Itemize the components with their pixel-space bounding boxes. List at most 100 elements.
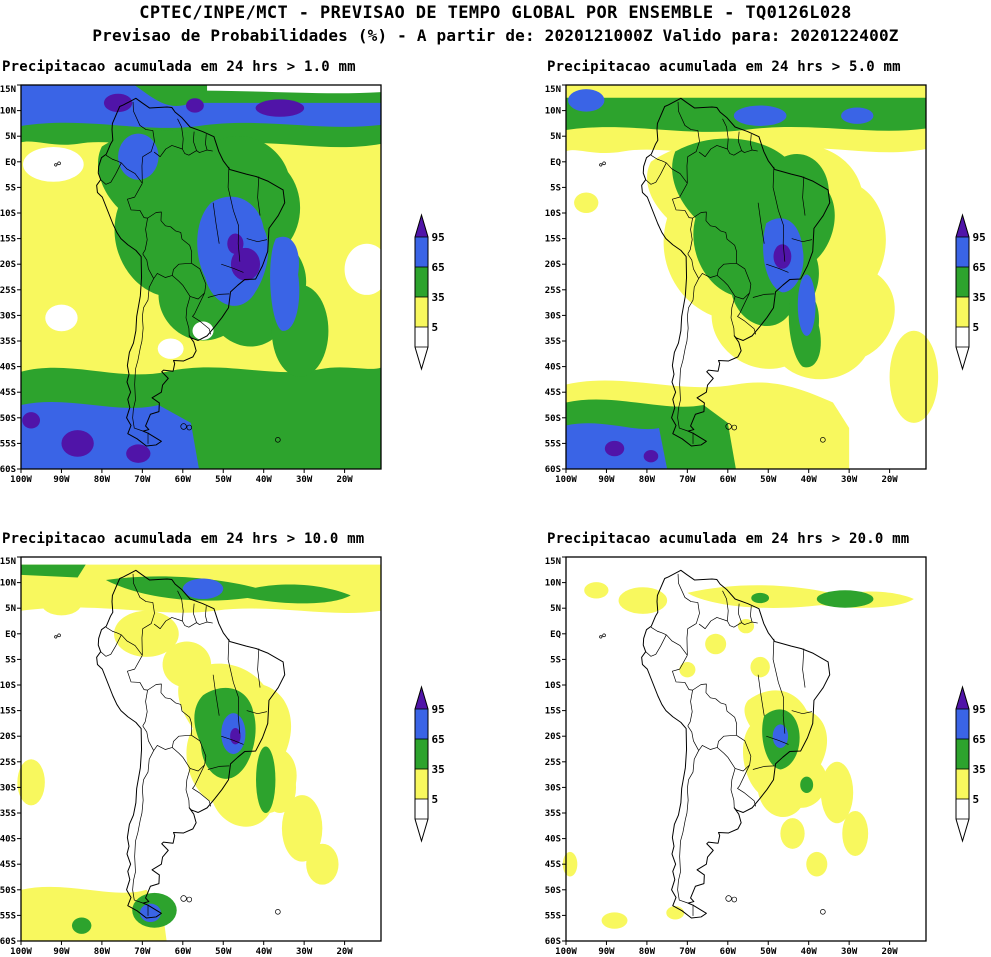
panel-precip-gt-20mm: Precipitacao acumulada em 24 hrs > 20.0 … bbox=[497, 529, 990, 957]
svg-text:EQ: EQ bbox=[5, 158, 16, 168]
svg-text:90W: 90W bbox=[598, 947, 615, 957]
svg-text:20W: 20W bbox=[336, 475, 353, 485]
svg-text:80W: 80W bbox=[94, 947, 111, 957]
svg-text:30S: 30S bbox=[0, 783, 16, 793]
svg-text:5N: 5N bbox=[550, 604, 561, 614]
svg-text:60W: 60W bbox=[175, 475, 192, 485]
svg-text:25S: 25S bbox=[0, 758, 16, 768]
svg-text:45S: 45S bbox=[0, 388, 16, 398]
svg-text:95: 95 bbox=[973, 231, 986, 244]
svg-text:100W: 100W bbox=[555, 475, 577, 485]
svg-text:55S: 55S bbox=[0, 439, 16, 449]
svg-text:30S: 30S bbox=[545, 783, 561, 793]
svg-text:45S: 45S bbox=[545, 860, 561, 870]
svg-text:35S: 35S bbox=[545, 809, 561, 819]
panel-title: Precipitacao acumulada em 24 hrs > 1.0 m… bbox=[2, 59, 356, 75]
svg-text:35S: 35S bbox=[0, 809, 16, 819]
svg-text:100W: 100W bbox=[555, 947, 577, 957]
svg-text:40S: 40S bbox=[0, 363, 16, 373]
svg-text:40S: 40S bbox=[0, 835, 16, 845]
svg-text:10S: 10S bbox=[545, 681, 561, 691]
svg-text:15N: 15N bbox=[545, 85, 561, 95]
svg-text:5S: 5S bbox=[5, 183, 16, 193]
svg-text:55S: 55S bbox=[545, 439, 561, 449]
svg-text:10N: 10N bbox=[545, 579, 561, 589]
svg-text:65: 65 bbox=[432, 261, 445, 274]
svg-text:70W: 70W bbox=[679, 475, 696, 485]
svg-text:5: 5 bbox=[432, 793, 439, 806]
svg-text:30S: 30S bbox=[0, 311, 16, 321]
svg-text:45S: 45S bbox=[0, 860, 16, 870]
svg-text:50S: 50S bbox=[545, 414, 561, 424]
svg-text:40S: 40S bbox=[545, 363, 561, 373]
svg-text:100W: 100W bbox=[10, 475, 32, 485]
svg-text:35: 35 bbox=[432, 291, 445, 304]
svg-text:25S: 25S bbox=[545, 758, 561, 768]
svg-text:20S: 20S bbox=[0, 732, 16, 742]
svg-text:90W: 90W bbox=[53, 475, 70, 485]
svg-text:25S: 25S bbox=[545, 286, 561, 296]
svg-text:EQ: EQ bbox=[550, 158, 561, 168]
svg-text:15N: 15N bbox=[0, 557, 16, 567]
svg-text:90W: 90W bbox=[598, 475, 615, 485]
svg-text:95: 95 bbox=[432, 231, 445, 244]
svg-text:30W: 30W bbox=[296, 475, 313, 485]
svg-text:40W: 40W bbox=[256, 475, 273, 485]
svg-text:5N: 5N bbox=[550, 132, 561, 142]
svg-text:5S: 5S bbox=[5, 655, 16, 665]
svg-text:5: 5 bbox=[432, 321, 439, 334]
svg-text:40W: 40W bbox=[256, 947, 273, 957]
svg-text:80W: 80W bbox=[639, 947, 656, 957]
svg-text:50W: 50W bbox=[760, 475, 777, 485]
panel-precip-gt-1mm: Precipitacao acumulada em 24 hrs > 1.0 m… bbox=[0, 57, 493, 485]
svg-text:10N: 10N bbox=[0, 107, 16, 117]
svg-text:60W: 60W bbox=[720, 475, 737, 485]
south-america-map: 15N 10N 5N EQ 5S 10S 15S 20S 25S 30S 35S 40S 45S 50S 5… bbox=[0, 556, 382, 957]
svg-text:20W: 20W bbox=[881, 947, 898, 957]
svg-text:5: 5 bbox=[973, 793, 980, 806]
svg-text:35: 35 bbox=[973, 763, 986, 776]
svg-text:50S: 50S bbox=[0, 414, 16, 424]
panel-precip-gt-5mm: Precipitacao acumulada em 24 hrs > 5.0 m… bbox=[497, 57, 990, 485]
svg-text:60W: 60W bbox=[175, 947, 192, 957]
svg-text:50W: 50W bbox=[215, 947, 232, 957]
svg-text:60S: 60S bbox=[0, 937, 16, 947]
panel-title: Precipitacao acumulada em 24 hrs > 10.0 … bbox=[2, 531, 365, 547]
svg-text:70W: 70W bbox=[679, 947, 696, 957]
svg-text:15N: 15N bbox=[545, 557, 561, 567]
svg-text:10N: 10N bbox=[0, 579, 16, 589]
svg-text:20W: 20W bbox=[881, 475, 898, 485]
svg-text:15S: 15S bbox=[545, 235, 561, 245]
south-america-map: 15N 10N 5N EQ 5S 10S 15S 20S 25S 30S 35S 40S 45S 50S 5… bbox=[545, 556, 927, 957]
svg-text:30W: 30W bbox=[841, 947, 858, 957]
svg-text:55S: 55S bbox=[545, 911, 561, 921]
svg-text:15S: 15S bbox=[0, 707, 16, 717]
svg-text:80W: 80W bbox=[94, 475, 111, 485]
svg-text:40W: 40W bbox=[801, 947, 818, 957]
svg-text:EQ: EQ bbox=[5, 630, 16, 640]
svg-text:20S: 20S bbox=[0, 260, 16, 270]
svg-text:10N: 10N bbox=[545, 107, 561, 117]
page-subtitle: Previsao de Probabilidades (%) - A parti… bbox=[92, 26, 899, 45]
svg-text:30W: 30W bbox=[841, 475, 858, 485]
svg-text:65: 65 bbox=[973, 733, 986, 746]
svg-text:15S: 15S bbox=[545, 707, 561, 717]
svg-text:EQ: EQ bbox=[550, 630, 561, 640]
probability-colorbar: 95 65 35 5 bbox=[955, 685, 986, 843]
svg-text:35: 35 bbox=[432, 763, 445, 776]
probability-colorbar: 95 65 35 5 bbox=[414, 685, 445, 843]
panel-precip-gt-10mm: Precipitacao acumulada em 24 hrs > 10.0 … bbox=[0, 529, 493, 957]
svg-text:35: 35 bbox=[973, 291, 986, 304]
svg-text:50W: 50W bbox=[760, 947, 777, 957]
svg-text:50S: 50S bbox=[0, 886, 16, 896]
svg-text:15N: 15N bbox=[0, 85, 16, 95]
svg-text:15S: 15S bbox=[0, 235, 16, 245]
svg-text:50S: 50S bbox=[545, 886, 561, 896]
svg-text:55S: 55S bbox=[0, 911, 16, 921]
svg-text:20S: 20S bbox=[545, 732, 561, 742]
probability-colorbar: 95 65 35 5 bbox=[414, 213, 445, 371]
svg-text:70W: 70W bbox=[134, 475, 151, 485]
south-america-map: 15N 10N 5N EQ 5S 10S 15S 20S 25S 30S 35S 40S 45S 50S 5… bbox=[545, 84, 939, 485]
panel-title: Precipitacao acumulada em 24 hrs > 5.0 m… bbox=[547, 59, 901, 75]
svg-text:65: 65 bbox=[432, 733, 445, 746]
